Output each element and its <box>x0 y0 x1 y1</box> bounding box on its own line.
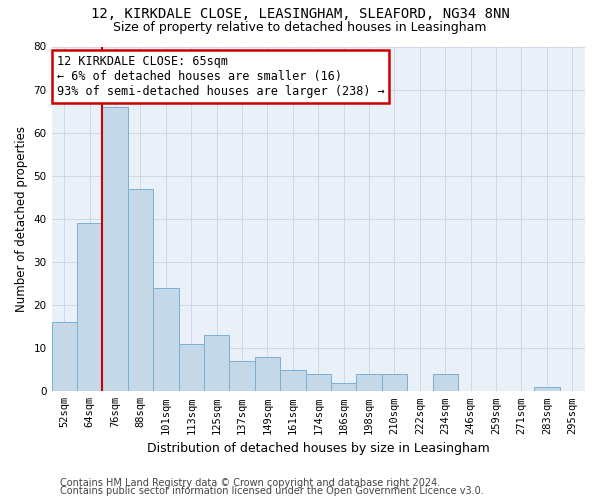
Bar <box>179 344 204 392</box>
Y-axis label: Number of detached properties: Number of detached properties <box>15 126 28 312</box>
Text: Contains public sector information licensed under the Open Government Licence v3: Contains public sector information licen… <box>60 486 484 496</box>
Bar <box>534 387 560 392</box>
Text: Contains HM Land Registry data © Crown copyright and database right 2024.: Contains HM Land Registry data © Crown c… <box>60 478 440 488</box>
Bar <box>153 288 179 392</box>
Bar <box>103 107 128 392</box>
Bar <box>356 374 382 392</box>
Bar <box>280 370 305 392</box>
Bar <box>331 382 356 392</box>
X-axis label: Distribution of detached houses by size in Leasingham: Distribution of detached houses by size … <box>147 442 490 455</box>
Bar <box>382 374 407 392</box>
Bar <box>77 223 103 392</box>
Bar <box>255 357 280 392</box>
Bar <box>52 322 77 392</box>
Bar <box>229 361 255 392</box>
Text: 12, KIRKDALE CLOSE, LEASINGHAM, SLEAFORD, NG34 8NN: 12, KIRKDALE CLOSE, LEASINGHAM, SLEAFORD… <box>91 8 509 22</box>
Bar <box>204 336 229 392</box>
Bar <box>128 188 153 392</box>
Text: 12 KIRKDALE CLOSE: 65sqm
← 6% of detached houses are smaller (16)
93% of semi-de: 12 KIRKDALE CLOSE: 65sqm ← 6% of detache… <box>57 55 385 98</box>
Bar <box>433 374 458 392</box>
Bar <box>305 374 331 392</box>
Text: Size of property relative to detached houses in Leasingham: Size of property relative to detached ho… <box>113 21 487 34</box>
